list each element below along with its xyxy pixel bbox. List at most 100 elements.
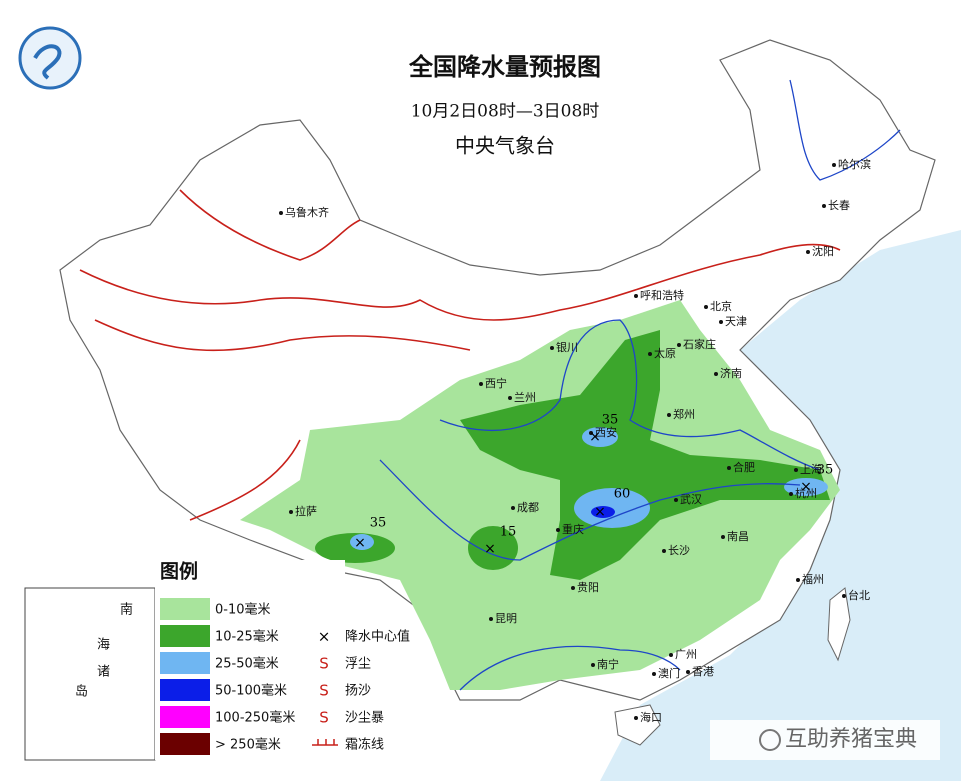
- city-dot: [634, 716, 638, 720]
- city-label: 重庆: [562, 522, 584, 536]
- legend-symbol-label: 沙尘暴: [345, 711, 384, 726]
- city-label: 南昌: [727, 530, 749, 543]
- watermark-icon: [759, 729, 781, 751]
- frost-lines: [79, 189, 841, 521]
- legend-label: 10-25毫米: [215, 629, 279, 645]
- city-dot: [822, 204, 826, 208]
- legend-label: > 250毫米: [215, 737, 281, 753]
- city-dot: [662, 549, 666, 553]
- legend-title: 图例: [160, 560, 198, 583]
- city-dot: [289, 510, 293, 514]
- city-dot: [279, 211, 283, 215]
- city-dot: [714, 372, 718, 376]
- logo-mark: [33, 44, 62, 80]
- legend-swatch: [160, 706, 210, 728]
- legend-symbol: S: [319, 709, 329, 727]
- city-label: 长春: [828, 199, 850, 212]
- city-label: 成都: [517, 501, 539, 514]
- precip-10-25: [460, 330, 830, 580]
- river: [789, 79, 901, 181]
- inset-label: 岛: [75, 684, 88, 700]
- city-label: 武汉: [680, 493, 702, 506]
- city-dot: [832, 163, 836, 167]
- center-value: 35: [817, 463, 834, 478]
- precip-25-50: [784, 478, 828, 496]
- legend-label: 0-10毫米: [215, 602, 271, 618]
- rivers: [379, 79, 901, 691]
- city-dot: [648, 352, 652, 356]
- city-dot: [842, 594, 846, 598]
- city-label: 海口: [640, 710, 662, 724]
- city-label: 沈阳: [812, 244, 834, 258]
- city-label: 香港: [692, 665, 714, 678]
- inset-label: 诸: [97, 665, 110, 680]
- city-label: 兰州: [514, 391, 536, 404]
- city-dot: [550, 346, 554, 350]
- frost-line: [189, 439, 301, 521]
- map-subtitle: 10月2日08时—3日08时: [411, 102, 600, 122]
- river: [439, 319, 821, 471]
- city-label: 杭州: [795, 486, 817, 500]
- city-dot: [589, 431, 593, 435]
- legend-symbol-label: 浮尘: [345, 657, 371, 672]
- city-label: 乌鲁木齐: [285, 205, 329, 219]
- city-label: 长沙: [668, 544, 690, 557]
- city-dot: [677, 343, 681, 347]
- precip-50-100: [591, 506, 615, 518]
- city-dot: [794, 468, 798, 472]
- watermark-bg: [710, 720, 940, 760]
- inset-box: [24, 587, 156, 761]
- map-org: 中央气象台: [455, 134, 555, 158]
- legend-symbol-label: 降水中心值: [345, 629, 410, 645]
- city-label: 西宁: [485, 376, 507, 390]
- center-cross: ×: [484, 541, 496, 557]
- legend-symbol-label: 扬沙: [345, 684, 371, 699]
- legend-symbol: S: [319, 682, 329, 700]
- city-dot: [571, 586, 575, 590]
- precip-25-50: [574, 488, 650, 528]
- center-cross: ×: [594, 504, 606, 520]
- center-cross: ×: [354, 535, 366, 551]
- center-cross: ×: [800, 479, 812, 495]
- map-title: 全国降水量预报图: [408, 53, 601, 81]
- city-dot: [789, 492, 793, 496]
- city-label: 石家庄: [683, 337, 716, 351]
- sea: [600, 230, 961, 781]
- city-dot: [508, 396, 512, 400]
- city-label: 西安: [595, 425, 617, 439]
- center-cross: ×: [589, 429, 601, 445]
- city-label: 太原: [654, 347, 676, 360]
- inset-label: 海: [97, 638, 110, 653]
- city-label: 济南: [720, 366, 742, 380]
- city-label: 南宁: [597, 657, 619, 671]
- city-label: 上海: [800, 462, 822, 476]
- legend-swatch: [160, 652, 210, 674]
- legend-swatch: [160, 733, 210, 755]
- city-label: 澳门: [658, 666, 680, 680]
- city-dot: [511, 506, 515, 510]
- city-dot: [669, 653, 673, 657]
- legend-label: 25-50毫米: [215, 656, 279, 672]
- city-dot: [591, 663, 595, 667]
- frost-line: [94, 319, 471, 352]
- city-dot: [806, 250, 810, 254]
- city-label: 贵阳: [577, 581, 599, 594]
- city-dot: [634, 294, 638, 298]
- river: [379, 459, 801, 561]
- legend-symbol: S: [319, 655, 329, 673]
- city-label: 拉萨: [295, 504, 317, 518]
- legend-symbol-label: 霜冻线: [345, 737, 384, 753]
- taiwan: [827, 587, 851, 662]
- city-label: 银川: [556, 340, 578, 354]
- legend-swatch: [160, 598, 210, 620]
- city-dot: [727, 466, 731, 470]
- city-label: 北京: [710, 299, 732, 313]
- city-label: 合肥: [733, 460, 755, 474]
- frost-symbol: [312, 739, 338, 746]
- river: [459, 645, 681, 691]
- center-value: 35: [602, 413, 619, 428]
- center-value: 35: [370, 516, 387, 531]
- city-label: 哈尔滨: [838, 157, 871, 171]
- city-dot: [796, 578, 800, 582]
